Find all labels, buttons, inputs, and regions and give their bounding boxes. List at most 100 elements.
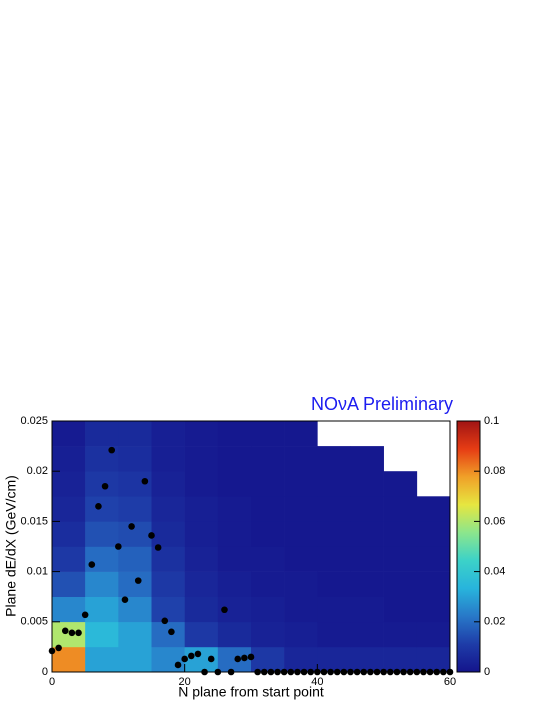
scatter-point — [433, 668, 441, 676]
scatter-point — [307, 668, 315, 676]
heatmap-cell — [350, 471, 384, 497]
heatmap-cell — [118, 621, 152, 648]
scatter-point — [380, 668, 387, 676]
heatmap-cell — [184, 546, 219, 572]
scatter-point — [274, 668, 281, 676]
heatmap-cell — [317, 471, 351, 497]
scatter-point — [406, 668, 414, 676]
heatmap-cell — [151, 471, 185, 497]
scatter-point — [55, 644, 62, 652]
scatter-point — [121, 596, 129, 604]
heatmap-cell — [251, 621, 285, 648]
heatmap-cell — [251, 596, 285, 623]
heatmap-cell — [416, 546, 451, 572]
heatmap-cell — [416, 571, 451, 597]
y-tick-label: 0 — [42, 666, 48, 678]
heatmap-cell — [251, 446, 285, 472]
heatmap-cell — [184, 596, 219, 623]
heatmap-cell — [151, 496, 185, 522]
heatmap-cell — [184, 621, 219, 648]
colorbar-tick-label: 0.06 — [484, 515, 505, 527]
heatmap-cell — [52, 521, 86, 547]
heatmap-cell — [85, 546, 119, 572]
heatmap-cell — [317, 646, 351, 673]
scatter-point — [234, 655, 242, 663]
scatter-point — [320, 668, 328, 676]
y-axis-label: Plane dE/dX (GeV/cm) — [3, 475, 19, 617]
scatter-point — [75, 629, 82, 637]
heatmap-cell — [217, 521, 252, 547]
x-tick-label: 20 — [179, 676, 191, 688]
heatmap-cell — [151, 621, 185, 648]
heatmap-cell — [284, 521, 318, 547]
heatmap-cell — [151, 521, 185, 547]
heatmap-cell — [85, 421, 119, 447]
scatter-point — [161, 617, 169, 625]
heatmap-cell — [350, 621, 384, 648]
heatmap-cell — [52, 496, 86, 522]
scatter-point — [280, 668, 288, 676]
scatter-point — [267, 668, 275, 676]
scatter-point — [287, 668, 295, 676]
colorbar — [456, 420, 481, 673]
scatter-point — [48, 647, 56, 655]
scatter-point — [115, 543, 122, 550]
heatmap-cell — [416, 496, 451, 522]
heatmap-cell — [184, 446, 219, 472]
colorbar-tick-label: 0.04 — [484, 566, 505, 578]
heatmap-cell — [284, 646, 318, 673]
heatmap-cell — [251, 546, 285, 572]
scatter-point — [148, 532, 155, 539]
heatmap-cell — [284, 621, 318, 648]
scatter-point — [393, 668, 401, 676]
heatmap-cell — [151, 421, 185, 447]
scatter-point — [413, 668, 421, 676]
scatter-point — [61, 627, 69, 635]
scatter-point — [446, 668, 454, 676]
scatter-point — [340, 668, 348, 676]
scatter-point — [241, 654, 248, 662]
heatmap-cell — [118, 571, 152, 597]
heatmap-cell — [118, 546, 152, 572]
heatmap-cell — [383, 496, 418, 522]
heatmap-cell — [118, 446, 152, 472]
scatter-point — [327, 668, 334, 676]
chart-title: NOνA Preliminary — [311, 394, 453, 414]
heatmap-cell — [151, 596, 185, 623]
heatmap-cell — [85, 496, 119, 522]
scatter-point — [174, 661, 182, 669]
heatmap-cell — [383, 521, 418, 547]
y-tick-label: 0.015 — [20, 515, 48, 527]
scatter-point — [440, 668, 447, 676]
heatmap-cell — [118, 521, 152, 547]
scatter-point — [347, 668, 354, 676]
heatmap-cell — [85, 521, 119, 547]
heatmap-cell — [217, 571, 252, 597]
scatter-point — [95, 503, 102, 510]
heatmap-cell — [118, 496, 152, 522]
scatter-point — [400, 668, 407, 676]
scatter-point — [134, 577, 142, 584]
heatmap-cell — [383, 571, 418, 597]
heatmap-cell — [251, 496, 285, 522]
scatter-point — [247, 653, 255, 661]
heatmap-cell — [284, 446, 318, 472]
heatmap-cell — [251, 521, 285, 547]
heatmap-cell — [217, 421, 252, 447]
heatmap-cell — [184, 496, 219, 522]
heatmap-cell — [350, 646, 384, 673]
heatmap-cell — [52, 471, 86, 497]
heatmap-cell — [284, 496, 318, 522]
heatmap-cell — [317, 596, 351, 623]
heatmap-cell — [284, 596, 318, 623]
heatmap-cell — [52, 421, 86, 447]
heatmap-cell — [383, 546, 418, 572]
heatmap-cell — [217, 621, 252, 648]
scatter-point — [300, 668, 308, 676]
heatmap-cell — [52, 571, 86, 597]
scatter-point — [333, 668, 341, 676]
heatmap-cell — [350, 496, 384, 522]
scatter-point — [367, 668, 374, 676]
scatter-point — [353, 668, 361, 676]
heatmap-cell — [85, 596, 119, 623]
